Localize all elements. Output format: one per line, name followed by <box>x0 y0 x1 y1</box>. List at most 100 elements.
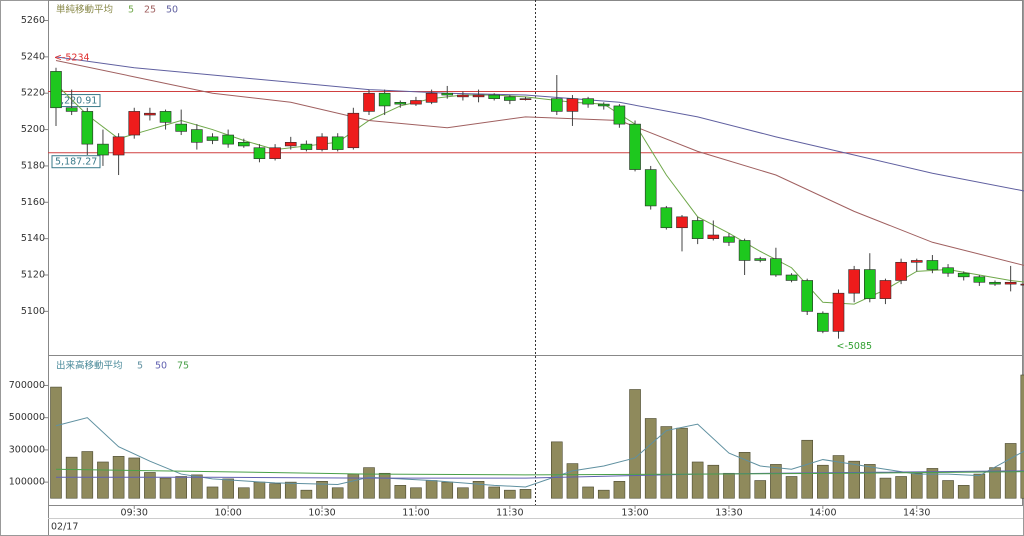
volume-bar <box>253 481 266 499</box>
volume-bar <box>441 481 454 499</box>
candle-body <box>394 102 407 105</box>
candle-body <box>817 312 829 332</box>
candle-body <box>128 111 141 136</box>
y-tick-label: 5120 <box>21 270 45 281</box>
reference-label-box <box>51 155 101 169</box>
candle-body <box>550 98 563 112</box>
candle-body <box>363 92 375 112</box>
volume-bar <box>97 461 109 499</box>
candle-body <box>425 92 438 103</box>
y-tick-label: 700000 <box>9 380 45 391</box>
volume-bar <box>159 477 172 499</box>
candle-body <box>910 260 923 263</box>
volume-bar <box>144 472 156 499</box>
candle-body <box>738 240 751 261</box>
candle-body <box>222 134 234 145</box>
volume-bar <box>660 426 673 499</box>
y-tick-label: 5160 <box>21 197 45 208</box>
volume-bar <box>801 439 814 499</box>
volume-bar <box>222 478 234 499</box>
annotation: <-5234 <box>54 52 90 63</box>
volume-bar <box>363 467 375 499</box>
candle-body <box>50 71 62 109</box>
volume-bar <box>488 486 501 499</box>
date-label: 02/17 <box>51 522 78 533</box>
candle-body <box>316 136 328 150</box>
volume-bar <box>550 441 563 499</box>
volume-bar <box>676 427 688 499</box>
volume-bar <box>895 476 907 499</box>
y-tick-label: 5220 <box>21 88 45 99</box>
legend-title: 出来高移動平均 <box>56 360 123 372</box>
y-tick-label: 5140 <box>21 233 45 244</box>
candle-body <box>378 92 391 107</box>
candle-body <box>832 292 845 332</box>
volume-bar <box>175 476 187 499</box>
volume-bar <box>128 457 141 499</box>
volume-bar <box>410 487 422 499</box>
y-tick-label: 5180 <box>21 160 45 171</box>
candle-body <box>895 261 907 281</box>
candle-body <box>879 280 892 299</box>
volume-bar <box>50 386 62 499</box>
candle-body <box>159 111 172 123</box>
candle-body <box>144 112 156 116</box>
volume-bar <box>331 487 344 499</box>
candle-body <box>1020 283 1024 286</box>
volume-bar <box>566 463 579 499</box>
candle-body <box>269 147 281 159</box>
volume-bar <box>519 489 532 499</box>
candle-body <box>1004 281 1017 285</box>
volume-bar <box>191 474 203 499</box>
candle-body <box>973 276 986 283</box>
x-tick-label: 13:00 <box>621 508 648 519</box>
legend-title: 単純移動平均 <box>56 4 113 16</box>
volume-bar <box>504 489 516 499</box>
x-tick-label: 14:30 <box>903 508 930 519</box>
volume-bar <box>81 451 94 499</box>
candle-body <box>284 142 297 147</box>
volume-bar <box>644 418 657 499</box>
volume-bar <box>1020 374 1024 499</box>
candle-body <box>660 207 673 229</box>
volume-bar <box>425 480 438 499</box>
x-tick-label: 11:30 <box>496 508 523 519</box>
volume-bar <box>973 473 986 499</box>
candle-body <box>206 136 219 141</box>
moving-average <box>55 60 1024 266</box>
candle-body <box>582 98 594 105</box>
volume-bar <box>394 485 407 499</box>
candle-body <box>629 123 641 170</box>
x-tick-label: 09:30 <box>121 508 148 519</box>
candle-body <box>785 274 798 281</box>
candle-body <box>441 92 454 96</box>
candle-body <box>519 98 532 100</box>
x-tick-label: 14:00 <box>809 508 836 519</box>
volume-bar <box>926 468 939 499</box>
candle-body <box>410 100 422 105</box>
legend-entry: 50 <box>155 361 167 372</box>
moving-average <box>56 470 1024 479</box>
candle-body <box>97 143 109 156</box>
y-tick-label: 5200 <box>21 124 45 135</box>
volume-bar <box>238 487 250 499</box>
candle-body <box>644 169 657 207</box>
volume-bar <box>691 461 704 499</box>
volume-bar <box>832 455 845 499</box>
volume-bar <box>206 486 219 499</box>
candle-body <box>253 147 266 159</box>
annotation: <-5085 <box>837 341 873 352</box>
candle-body <box>613 105 626 125</box>
volume-bar <box>457 487 469 499</box>
x-tick-label: 13:30 <box>715 508 742 519</box>
candle-body <box>723 236 735 243</box>
volume-bar <box>629 389 641 499</box>
y-tick-label: 100000 <box>9 477 45 488</box>
candle-body <box>691 220 704 239</box>
legend-entry: 5 <box>137 361 143 372</box>
y-tick-label: 5100 <box>21 306 45 317</box>
y-tick-label: 5260 <box>21 15 45 26</box>
legend-entry: 25 <box>144 5 156 16</box>
candle-body <box>504 96 516 101</box>
moving-average <box>55 417 1024 488</box>
